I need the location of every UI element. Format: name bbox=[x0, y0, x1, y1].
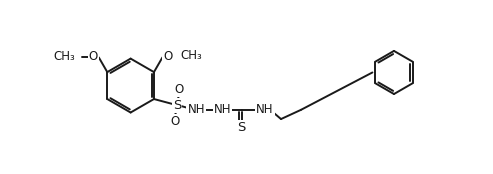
Text: S: S bbox=[238, 121, 246, 134]
Text: O: O bbox=[163, 50, 173, 63]
Text: NH: NH bbox=[256, 103, 274, 116]
Text: O: O bbox=[89, 50, 98, 63]
Text: O: O bbox=[175, 82, 184, 96]
Text: NH: NH bbox=[187, 103, 205, 116]
Text: CH₃: CH₃ bbox=[180, 49, 202, 62]
Text: CH₃: CH₃ bbox=[53, 50, 75, 63]
Text: O: O bbox=[170, 115, 179, 128]
Text: S: S bbox=[173, 99, 181, 112]
Text: NH: NH bbox=[214, 103, 231, 116]
